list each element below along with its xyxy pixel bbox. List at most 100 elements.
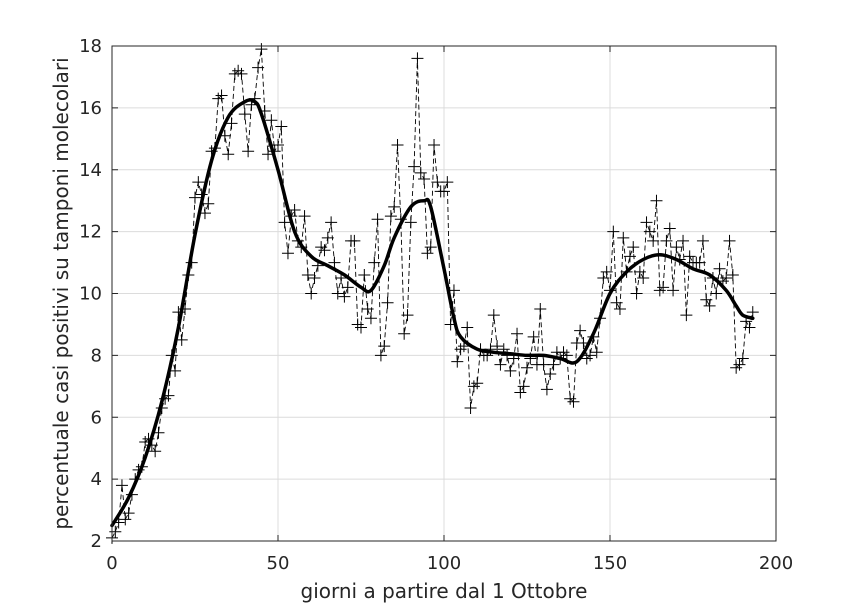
data-point-marker [471,377,484,390]
data-point-marker [710,287,723,300]
data-point-marker [374,349,387,362]
data-point-marker [696,234,709,247]
data-point-marker [461,321,474,334]
data-point-marker [723,234,736,247]
data-point-marker [288,203,301,216]
y-tick-label: 4 [91,469,102,490]
data-point-marker [623,250,636,263]
smoothed-trend-line [110,98,755,528]
data-point-marker [494,358,507,371]
data-point-marker [640,216,653,229]
data-point-marker [514,386,527,399]
data-point-marker [238,108,251,121]
x-tick-label: 50 [267,553,290,574]
y-tick-label: 16 [79,98,102,119]
data-point-marker [736,352,749,365]
data-point-marker [726,268,739,281]
data-point-marker [643,225,656,238]
data-point-marker [265,114,278,127]
data-point-marker [730,361,743,374]
data-point-marker [308,272,321,285]
data-point-marker [627,241,640,254]
data-point-marker [408,160,421,173]
data-point-marker [487,309,500,322]
data-point-marker [600,265,613,278]
data-point-marker [647,234,660,247]
data-point-marker [305,287,318,300]
data-point-marker [368,256,381,269]
data-point-marker [613,302,626,315]
data-point-marker [657,281,670,294]
data-point-marker [272,139,284,151]
data-point-marker [189,191,201,204]
data-point-marker [597,272,610,285]
y-tick-label: 2 [91,531,102,552]
data-point-marker [318,244,331,257]
data-point-marker [321,231,334,244]
data-point-marker [517,380,530,393]
data-point-marker [202,197,215,210]
data-point-marker [119,513,132,526]
data-point-marker [504,364,517,377]
data-point-marker [547,358,560,371]
data-point-marker [667,284,680,297]
data-point-marker [169,364,182,377]
data-point-marker [278,216,291,229]
data-point-marker [567,395,580,408]
data-point-marker [252,61,265,74]
series-layer [106,43,759,544]
data-point-marker [733,358,746,371]
data-point-marker [358,268,371,281]
data-point-marker [441,176,454,189]
y-tick-label: 6 [91,407,102,428]
y-axis-label: percentuale casi positivi su tamponi mol… [49,57,73,529]
data-point-marker [693,256,706,269]
data-point-marker [700,293,713,306]
data-point-marker [215,89,228,102]
data-point-marker [527,330,540,343]
data-point-marker [683,250,696,263]
data-point-marker [521,361,533,374]
data-point-marker [743,321,756,334]
data-point-marker [650,194,663,207]
data-point-marker [653,284,666,297]
data-point-marker [192,176,205,189]
data-point-marker [670,241,683,254]
data-point-marker [364,312,377,325]
data-point-marker [713,262,726,275]
data-point-marker [381,296,394,309]
data-point-marker [331,287,344,300]
data-point-marker [454,343,467,356]
data-point-marker [428,139,441,151]
data-point-marker [122,507,135,520]
data-point-marker [109,525,122,538]
data-point-marker [232,64,245,77]
data-point-marker [633,265,646,278]
data-point-marker [338,290,351,303]
data-point-marker [398,327,411,340]
data-point-marker [511,327,524,340]
data-point-marker [630,287,643,300]
data-point-marker [351,318,364,331]
data-point-marker [617,231,630,244]
data-point-marker [325,216,338,229]
data-point-marker [175,333,188,346]
tick-marks [111,45,777,542]
data-point-marker [149,445,162,458]
data-point-marker [467,380,480,393]
data-point-marker [328,256,341,269]
data-point-marker [590,346,603,359]
data-point-marker [564,392,577,405]
data-point-marker [391,139,404,151]
data-point-marker [534,302,547,315]
data-point-marker [301,268,314,281]
data-point-marker [424,241,437,254]
data-point-marker [341,281,354,294]
data-point-marker [361,302,374,315]
data-point-marker [401,309,414,322]
data-point-marker [315,241,328,254]
x-tick-label: 0 [106,553,117,574]
data-point-marker [660,234,673,247]
data-point-marker [298,210,311,223]
